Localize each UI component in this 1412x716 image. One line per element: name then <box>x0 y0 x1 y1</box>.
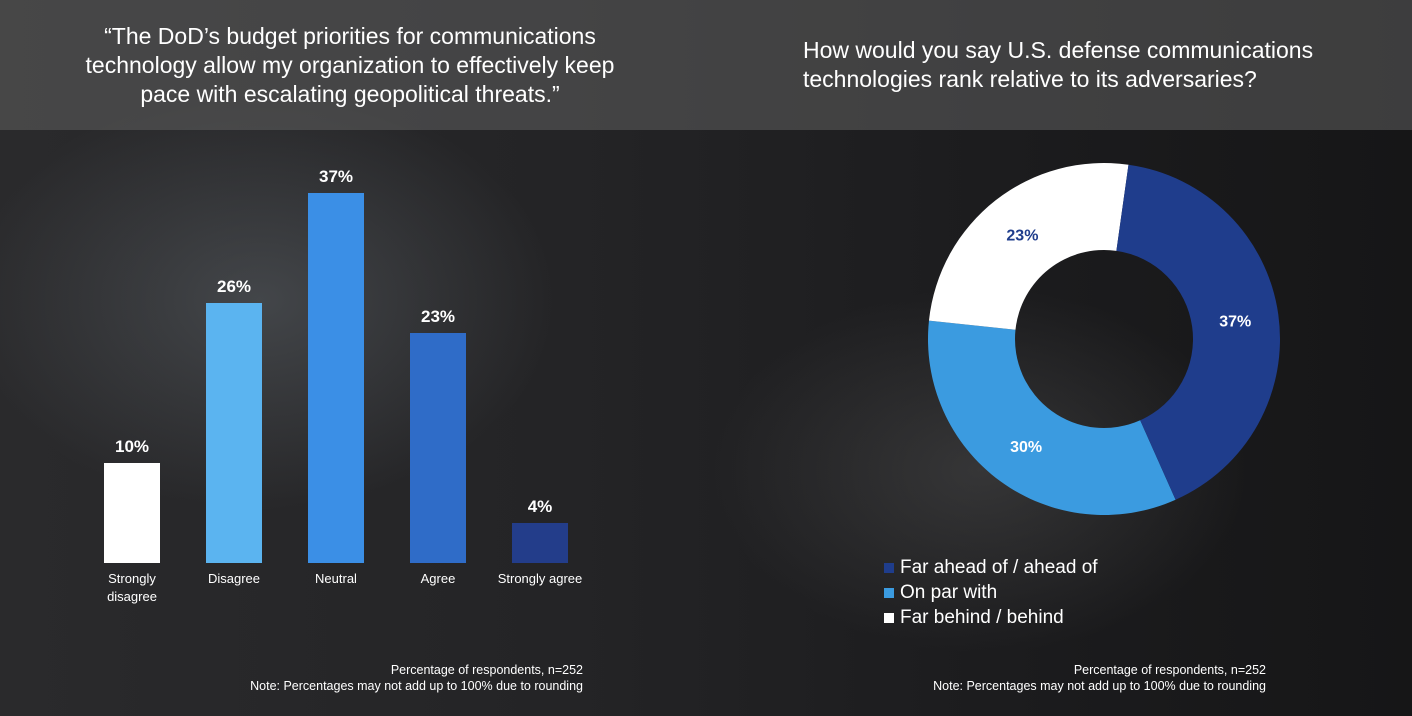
bar-value-label: 26% <box>217 277 251 296</box>
legend-swatch <box>884 612 894 623</box>
legend-item: Far behind / behind <box>884 605 1098 630</box>
legend-swatch <box>884 587 894 598</box>
legend-label: Far ahead of / ahead of <box>900 556 1098 578</box>
category-tick-label: Neutral <box>315 571 357 586</box>
bar-neutral <box>308 193 364 563</box>
donut-slice-on-par-with <box>928 320 1176 515</box>
donut-chart-title: How would you say U.S. defense communica… <box>803 37 1314 92</box>
legend-swatch <box>884 562 894 573</box>
donut-slice-value-label: 30% <box>1010 439 1042 456</box>
legend-label: On par with <box>900 581 998 603</box>
bar-chart-notes: Percentage of respondents, n=252 Note: P… <box>250 662 583 694</box>
category-tick-label: Strongly agree <box>498 571 583 586</box>
bar-agree <box>410 333 466 563</box>
bar-chart-title: “The DoD’s budget priorities for communi… <box>85 23 615 107</box>
bar-chart-note-rounding: Note: Percentages may not add up to 100%… <box>250 679 583 693</box>
legend-item: Far ahead of / ahead of <box>884 555 1098 580</box>
donut-chart-note-sample: Percentage of respondents, n=252 <box>1073 663 1266 677</box>
bar-strongly-disagree <box>104 463 160 563</box>
category-tick-label: Strongly <box>108 571 156 586</box>
bar-value-label: 10% <box>115 437 149 456</box>
legend-label: Far behind / behind <box>900 606 1064 628</box>
bar-chart-note-sample: Percentage of respondents, n=252 <box>390 663 583 677</box>
donut-slice-value-label: 23% <box>1006 228 1038 245</box>
bar-strongly-agree <box>512 523 568 563</box>
title-band <box>0 0 1412 130</box>
legend-item: On par with <box>884 580 1098 605</box>
donut-slice-far-ahead-of-ahead-of <box>1116 164 1281 500</box>
bar-value-label: 23% <box>421 307 455 326</box>
bar-disagree <box>206 303 262 563</box>
donut-legend: Far ahead of / ahead of On par with Far be… <box>884 555 1098 630</box>
bar-value-label: 37% <box>319 167 353 186</box>
donut-slice-far-behind-behind <box>928 162 1129 330</box>
donut-slice-value-label: 37% <box>1219 314 1251 331</box>
donut-chart-note-rounding: Note: Percentages may not add up to 100%… <box>933 679 1266 693</box>
bar-value-label: 4% <box>528 497 553 516</box>
category-tick-label: Disagree <box>208 571 260 586</box>
category-tick-label: Agree <box>421 571 456 586</box>
category-tick-label: disagree <box>107 589 157 604</box>
donut-chart-notes: Percentage of respondents, n=252 Note: P… <box>933 662 1266 694</box>
